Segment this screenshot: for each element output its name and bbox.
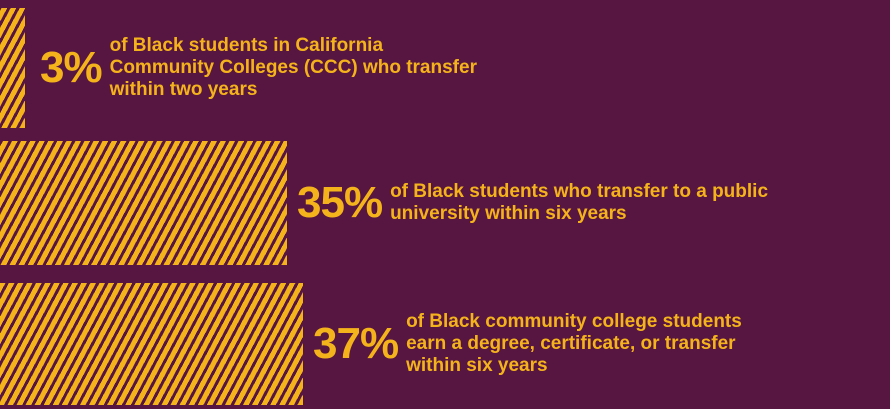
- stat-description: of Black students in California Communit…: [109, 35, 477, 100]
- stat-percentage: 35%: [297, 178, 383, 227]
- stat-description: of Black students who transfer to a publ…: [390, 181, 769, 224]
- stat-row: 3% of Black students in California Commun…: [0, 8, 890, 128]
- stat-row: 37% of Black community college students e…: [0, 283, 890, 405]
- stat-text: 35% of Black students who transfer to a p…: [297, 141, 770, 265]
- stat-bar: [0, 8, 25, 128]
- stat-bar: [0, 141, 287, 265]
- stat-row: 35% of Black students who transfer to a p…: [0, 141, 890, 265]
- stat-percentage: 37%: [313, 319, 399, 368]
- stat-description: of Black community college students earn…: [406, 311, 742, 376]
- stat-text: 37% of Black community college students e…: [313, 283, 786, 405]
- stat-text: 3% of Black students in California Commun…: [40, 8, 490, 128]
- stat-bar: [0, 283, 303, 405]
- stat-percentage: 3%: [40, 43, 103, 92]
